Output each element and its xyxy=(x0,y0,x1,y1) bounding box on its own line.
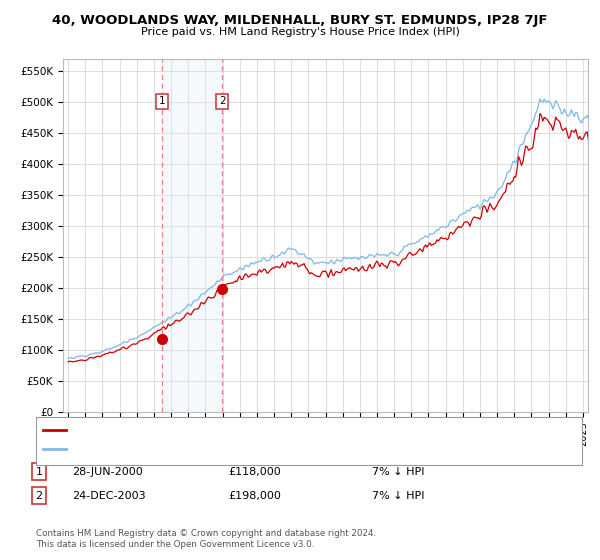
Text: 24-DEC-2003: 24-DEC-2003 xyxy=(72,491,146,501)
Text: Contains HM Land Registry data © Crown copyright and database right 2024.
This d: Contains HM Land Registry data © Crown c… xyxy=(36,529,376,549)
Text: 7% ↓ HPI: 7% ↓ HPI xyxy=(372,491,425,501)
Text: 7% ↓ HPI: 7% ↓ HPI xyxy=(372,466,425,477)
Text: 40, WOODLANDS WAY, MILDENHALL, BURY ST. EDMUNDS, IP28 7JF (detached house): 40, WOODLANDS WAY, MILDENHALL, BURY ST. … xyxy=(69,424,484,435)
Text: 2: 2 xyxy=(219,96,226,106)
Bar xyxy=(163,59,222,412)
Text: 1: 1 xyxy=(159,96,166,106)
Text: 40, WOODLANDS WAY, MILDENHALL, BURY ST. EDMUNDS, IP28 7JF: 40, WOODLANDS WAY, MILDENHALL, BURY ST. … xyxy=(52,14,548,27)
Text: 28-JUN-2000: 28-JUN-2000 xyxy=(72,466,143,477)
Text: Price paid vs. HM Land Registry's House Price Index (HPI): Price paid vs. HM Land Registry's House … xyxy=(140,27,460,37)
Text: £118,000: £118,000 xyxy=(228,466,281,477)
Text: 1: 1 xyxy=(35,466,43,477)
Text: HPI: Average price, detached house, West Suffolk: HPI: Average price, detached house, West… xyxy=(69,444,310,454)
Text: 2: 2 xyxy=(35,491,43,501)
Text: £198,000: £198,000 xyxy=(228,491,281,501)
